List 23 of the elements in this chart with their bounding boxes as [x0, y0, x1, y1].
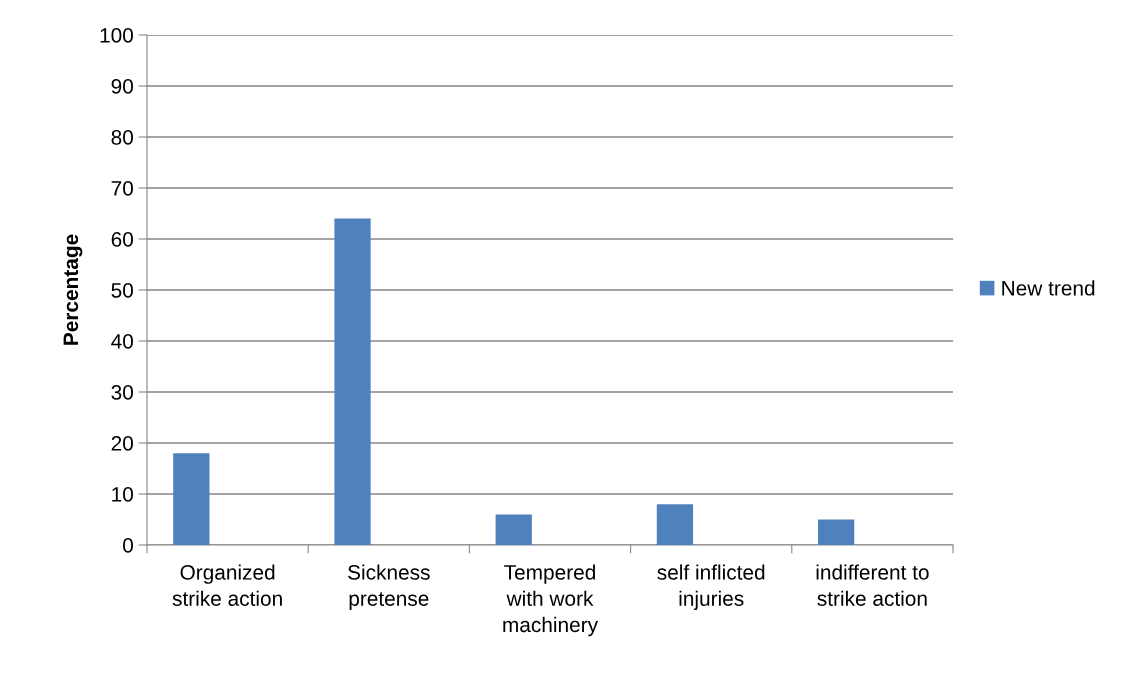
bar [173, 453, 210, 545]
x-tick-label: Organized strike action [172, 564, 282, 606]
y-axis-title: Percentage [63, 234, 83, 345]
bar [656, 504, 694, 545]
y-tick-label: 40 [111, 334, 133, 349]
y-tick-label: 80 [111, 130, 133, 145]
x-tick-label: Sickness pretense [348, 564, 430, 611]
y-tick-label: 10 [112, 487, 133, 502]
x-tick-label: indifferent to strike action [816, 564, 929, 606]
y-tick-label: 0 [123, 538, 133, 553]
y-tick-label: 60 [111, 232, 133, 247]
y-tick-label: 20 [111, 436, 133, 451]
x-tick-label: Tempered with work machinery [503, 564, 599, 637]
x-tick-label: self inflicted injuries [657, 564, 765, 611]
bar [495, 514, 532, 545]
y-tick-label: 90 [111, 79, 133, 94]
bar [334, 218, 371, 545]
y-tick-label: 50 [111, 283, 133, 298]
legend-label: New trend [1002, 280, 1095, 296]
y-tick-label: 100 [100, 28, 133, 43]
bar [817, 519, 855, 545]
y-tick-label: 70 [111, 181, 133, 196]
y-tick-label: 30 [111, 385, 133, 400]
